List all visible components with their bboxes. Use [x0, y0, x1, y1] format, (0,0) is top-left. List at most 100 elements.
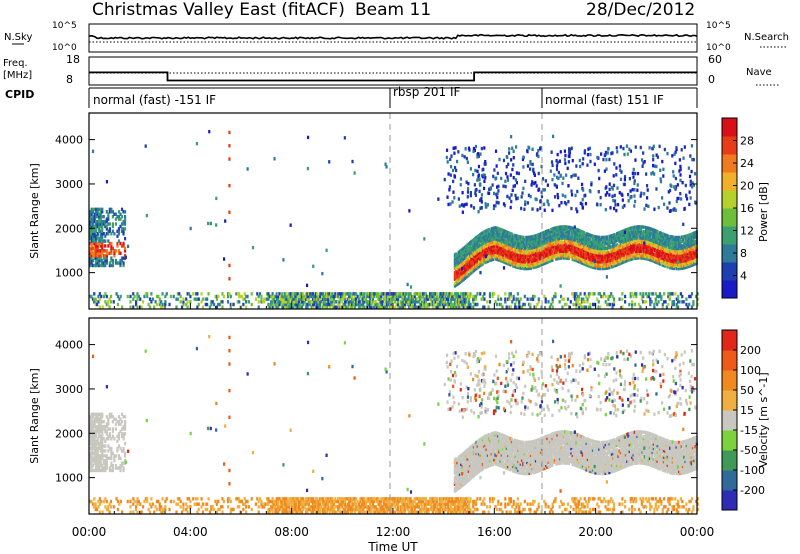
power-cell	[638, 231, 641, 236]
power-cell	[594, 250, 597, 255]
power-cell	[680, 248, 683, 253]
power-cell	[678, 264, 681, 269]
power-cell	[342, 305, 345, 309]
power-cell	[285, 302, 288, 307]
power-cell	[615, 173, 618, 177]
velocity-cell	[89, 456, 92, 460]
power-cell	[101, 207, 104, 212]
power-cell	[376, 305, 379, 309]
power-cell	[664, 239, 667, 244]
power-cell	[458, 249, 462, 254]
power-cell	[685, 245, 688, 249]
power-cell	[420, 297, 423, 301]
power-cell	[123, 236, 127, 241]
power-cell	[391, 297, 394, 301]
power-cell	[529, 194, 532, 199]
power-cell	[413, 300, 416, 304]
power-cell	[501, 250, 505, 255]
power-cell	[119, 217, 122, 221]
power-cell	[683, 246, 686, 250]
power-cell	[496, 253, 500, 257]
power-cell	[95, 236, 98, 241]
power-cell	[314, 297, 317, 301]
power-cell	[555, 252, 558, 257]
power-cell	[119, 294, 122, 299]
power-cell	[363, 297, 366, 301]
power-cell	[490, 244, 493, 249]
power-cell	[469, 256, 472, 261]
power-cell	[607, 263, 610, 268]
power-cell	[512, 250, 515, 255]
velocity-cell	[93, 419, 96, 424]
power-cell	[676, 251, 679, 255]
power-cell	[553, 253, 557, 257]
power-cell	[374, 300, 377, 304]
power-cell	[678, 257, 681, 262]
power-cell	[663, 202, 666, 206]
power-cell	[228, 183, 231, 188]
power-cell	[458, 278, 462, 282]
power-cell	[518, 246, 521, 250]
power-cell	[612, 174, 615, 178]
power-cell	[226, 300, 230, 304]
power-cell	[410, 305, 414, 309]
power-cell	[623, 239, 626, 244]
power-cell	[312, 264, 315, 268]
power-cell	[621, 247, 624, 252]
power-cell	[286, 297, 290, 301]
power-cell	[656, 245, 659, 249]
power-cell	[537, 259, 540, 264]
power-cell	[415, 305, 418, 309]
power-cell	[646, 188, 649, 192]
power-cell	[482, 239, 486, 243]
power-cell	[433, 297, 436, 301]
power-cell	[550, 238, 553, 243]
power-cell	[512, 257, 515, 261]
power-cell	[193, 297, 196, 301]
power-cell	[328, 292, 331, 296]
power-cell	[571, 239, 574, 244]
power-cell	[95, 214, 98, 219]
power-cell	[95, 263, 98, 268]
power-cell	[114, 261, 118, 265]
power-cell	[526, 257, 529, 262]
power-cell	[604, 259, 607, 264]
power-cell	[602, 246, 605, 251]
power-cell	[589, 238, 592, 242]
power-cell	[615, 146, 618, 150]
power-cell	[578, 297, 581, 301]
power-cell	[111, 214, 114, 219]
power-cell	[453, 264, 456, 268]
power-cell	[537, 233, 540, 237]
power-cell	[600, 238, 603, 242]
power-cell	[289, 292, 292, 296]
power-cell	[562, 297, 565, 301]
power-cell	[111, 210, 114, 214]
power-cell	[666, 236, 669, 240]
power-cell	[483, 305, 486, 309]
power-cell	[480, 200, 483, 204]
power-cell	[516, 297, 519, 301]
power-cell	[660, 233, 663, 238]
power-cell	[462, 248, 465, 253]
power-cell	[643, 225, 646, 230]
freq-series-line	[89, 71, 697, 82]
power-cell	[686, 256, 690, 260]
power-cell	[599, 253, 602, 257]
power-cell	[543, 188, 546, 192]
power-cell	[555, 235, 558, 239]
power-cell	[636, 249, 639, 254]
power-cell	[591, 302, 595, 307]
power-cell	[584, 236, 587, 240]
power-cell	[504, 247, 507, 252]
power-cell	[608, 237, 611, 241]
power-cell	[652, 257, 655, 261]
power-cell	[593, 245, 596, 250]
power-cell	[509, 240, 512, 245]
power-cell	[532, 237, 535, 241]
power-cell	[300, 292, 303, 296]
power-cell	[543, 243, 546, 248]
power-cell	[479, 252, 482, 257]
power-cell	[491, 183, 494, 187]
power-cell	[651, 239, 654, 243]
